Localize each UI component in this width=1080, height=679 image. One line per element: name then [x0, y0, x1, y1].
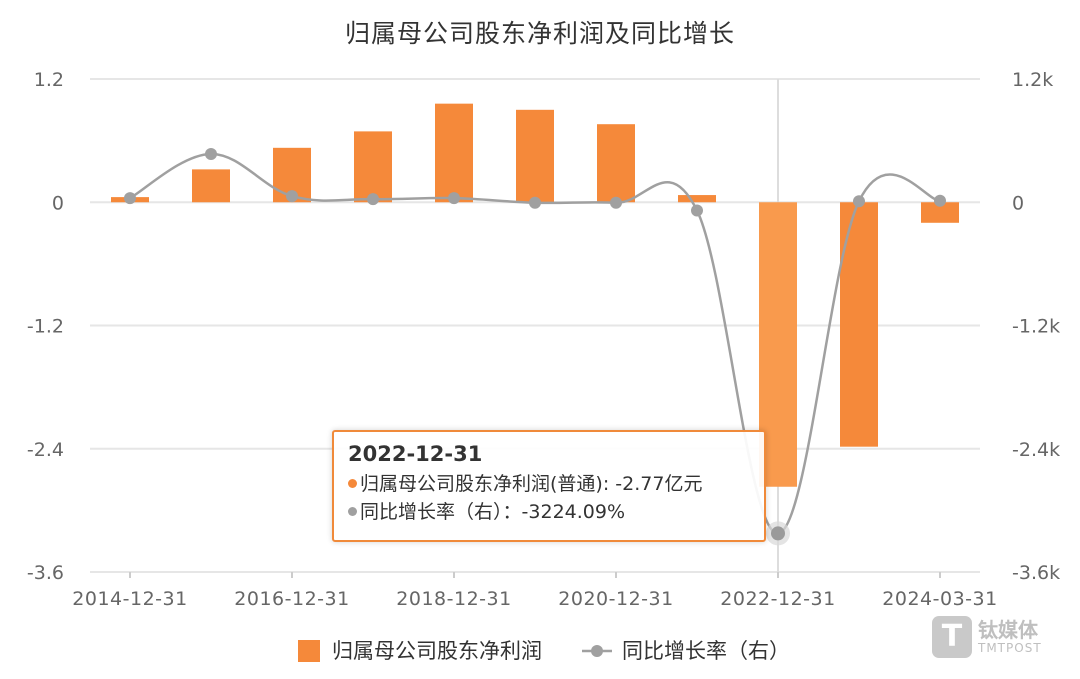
- y-left-tick-label: -2.4: [27, 439, 64, 461]
- tooltip-row2-label: 同比增长率（右）: [360, 501, 503, 523]
- legend-bar-label: 归属母公司股东净利润: [332, 639, 542, 663]
- bar: [435, 103, 473, 203]
- line-point: [448, 192, 460, 205]
- line-point: [205, 147, 217, 160]
- tooltip: 2022-12-31 归属母公司股东净利润(普通): -2.77亿元 同比增长率…: [332, 430, 766, 542]
- line-point: [124, 192, 136, 205]
- y-left-tick-label: 0: [52, 192, 64, 214]
- line-point: [529, 196, 541, 209]
- y-right-tick-label: 1.2k: [1012, 69, 1053, 91]
- watermark-name: 钛媒体: [978, 618, 1038, 642]
- y-left-tick-label: 1.2: [34, 69, 64, 91]
- legend[interactable]: 归属母公司股东净利润 同比增长率（右）: [298, 639, 790, 663]
- x-tick-label: 2018-12-31: [396, 588, 511, 610]
- y-left-tick-label: -1.2: [27, 316, 64, 338]
- y-left-tick-label: -3.6: [27, 562, 64, 584]
- x-tick-label: 2016-12-31: [234, 588, 349, 610]
- watermark-sub: TMTPOST: [978, 641, 1042, 655]
- tooltip-row2-value: -3224.09%: [521, 501, 626, 523]
- tmtpost-logo-icon: T: [932, 616, 972, 658]
- chart-title: 归属母公司股东净利润及同比增长: [344, 19, 735, 48]
- legend-line-label: 同比增长率（右）: [622, 639, 790, 663]
- line-series: [124, 147, 946, 546]
- line-point: [853, 195, 865, 208]
- line-point: [771, 526, 785, 541]
- tooltip-row-profit: 归属母公司股东净利润(普通): -2.77亿元: [348, 470, 750, 498]
- y-right-tick-label: -3.6k: [1012, 562, 1060, 584]
- x-tick-label: 2020-12-31: [558, 588, 673, 610]
- legend-bar-swatch: [298, 640, 320, 662]
- x-tick-label: 2022-12-31: [720, 588, 835, 610]
- x-tick-label: 2014-12-31: [72, 588, 187, 610]
- line-point: [610, 196, 622, 209]
- y-right-tick-label: -1.2k: [1012, 316, 1060, 338]
- line-point: [934, 194, 946, 207]
- tooltip-row1-label: 归属母公司股东净利润(普通): [360, 473, 603, 495]
- y-right-tick-label: -2.4k: [1012, 439, 1060, 461]
- line-point: [286, 190, 298, 203]
- tooltip-date: 2022-12-31: [348, 442, 483, 466]
- line-point: [367, 193, 379, 206]
- tooltip-row-growth: 同比增长率（右）：-3224.09%: [348, 498, 750, 526]
- tooltip-row1-separator: :: [602, 473, 616, 495]
- bar: [678, 195, 716, 203]
- tooltip-row1-value: -2.77亿元: [615, 473, 703, 495]
- legend-line-marker: [591, 645, 603, 657]
- watermark: T 钛媒体 TMTPOST: [932, 614, 1062, 664]
- bar: [354, 131, 392, 203]
- y-right-tick-label: 0: [1012, 192, 1024, 214]
- bar: [921, 202, 959, 223]
- axis-labels: 1.2 1.2k 0 0 -1.2 -1.2k -2.4 -2.4k -3.6 -3.6k 2014…: [27, 69, 1060, 610]
- bar: [192, 169, 230, 203]
- bar: [516, 109, 554, 203]
- line-point: [691, 204, 703, 217]
- gray-dot-icon: [348, 507, 357, 516]
- bar-series: [111, 103, 959, 487]
- x-tick-label: 2024-03-31: [882, 588, 997, 610]
- tooltip-row2-separator: ：: [502, 501, 522, 523]
- orange-dot-icon: [348, 479, 357, 488]
- bar: [597, 124, 635, 203]
